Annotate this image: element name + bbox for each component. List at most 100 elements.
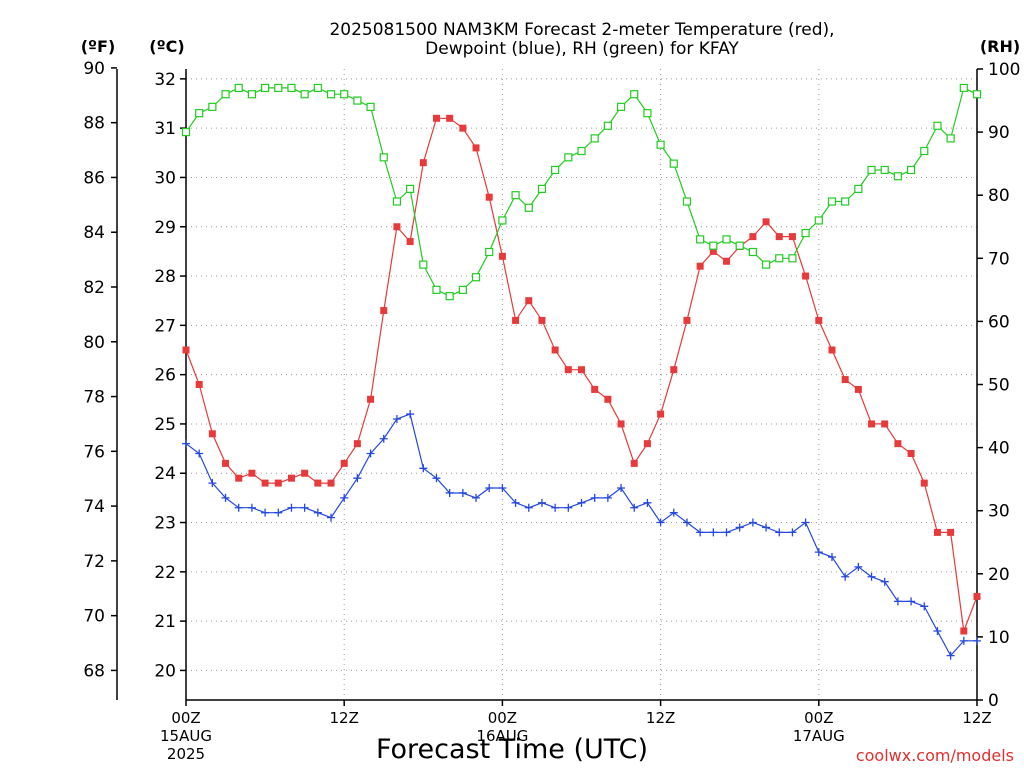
dewpoint-point [920,602,929,611]
rh-point [313,83,322,93]
chart-subtitle: Dewpoint (blue), RH (green) for KFAY [425,39,739,59]
dewpoint-point [392,415,401,424]
x-tick-year: 2025 [167,745,205,763]
rh-point [511,191,520,200]
rh-point [880,165,889,175]
dewpoint-point [524,503,533,512]
rh-point [854,184,863,193]
temperature-point [235,474,243,482]
rh-tick-label: 100 [988,60,1020,80]
temperature-point [749,233,757,241]
dewpoint-point [656,518,665,527]
rh-tick-label: 40 [988,439,1010,459]
rh-point [287,83,296,93]
dewpoint-point [801,518,810,527]
dewpoint-point [261,508,270,517]
temperature-point [854,385,862,393]
dewpoint-point [946,651,955,660]
rh-tick-label: 60 [988,312,1010,332]
dewpoint-point [722,528,731,537]
rh-point [485,247,494,257]
rh-point [366,102,375,111]
temperature-point [446,114,454,122]
rh-point [445,292,454,301]
temperature-point [353,440,361,448]
rh-point [893,172,903,181]
celsius-unit-label: (ºC) [149,37,184,56]
rh-point [274,83,283,93]
fahrenheit-tick-label: 88 [83,114,105,134]
celsius-tick-label: 24 [154,464,176,484]
dewpoint-point [445,488,454,497]
dewpoint-point [775,528,784,537]
dewpoint-point [300,503,309,512]
dewpoint-point [485,484,494,493]
rh-tick-label: 90 [988,123,1010,143]
celsius-tick-label: 30 [154,168,176,188]
rh-point [524,203,533,212]
temperature-point [406,238,414,246]
x-axis-label: Forecast Time (UTC) [376,734,648,765]
rh-point [735,241,744,250]
rh-point [221,90,230,99]
temperature-point [195,381,203,388]
celsius-tick-label: 21 [154,612,176,632]
rh-point [827,197,837,206]
rh-point [577,146,586,156]
rh-point [788,254,797,263]
temperature-point [222,459,230,467]
dewpoint-point [195,449,204,458]
dewpoint-point [867,572,876,581]
rh-point [656,140,665,149]
rh-point [564,153,573,162]
rh-point [841,197,850,206]
temperature-point [630,459,638,467]
dewpoint-point [973,636,981,645]
dewpoint-point [643,498,652,507]
dewpoint-point [682,518,691,527]
dewpoint-point [748,518,757,527]
temperature-point [670,366,678,374]
temperature-point [380,307,388,315]
celsius-tick-label: 28 [154,267,176,287]
temperature-point [301,469,309,477]
dewpoint-point [498,484,507,493]
x-tick-label: 00Z [171,709,200,727]
fahrenheit-tick-label: 84 [83,223,105,243]
dewpoint-point [959,636,968,645]
temperature-point [907,450,915,458]
rh-point [261,83,270,93]
rh-point [340,90,349,99]
temperature-point [947,528,955,536]
dewpoint-point [577,498,586,507]
fahrenheit-tick-label: 72 [83,552,105,572]
dewpoint-point [762,523,771,532]
rh-tick-label: 10 [988,628,1010,648]
dewpoint-point [511,498,520,507]
rh-point [616,102,626,111]
temperature-point [960,627,968,635]
dewpoint-point [630,503,639,512]
temperature-point [841,376,849,384]
dewpoint-point [327,513,336,522]
temperature-point [472,144,480,152]
rh-point [471,273,481,282]
dewpoint-point [287,503,296,512]
rh-point [458,285,467,294]
temperature-point [723,257,731,265]
rh-point [959,83,968,93]
dewpoint-point [827,553,836,562]
celsius-tick-label: 27 [154,316,176,336]
fahrenheit-tick-label: 80 [83,333,105,353]
fahrenheit-tick-label: 78 [83,388,105,408]
rh-point [906,165,916,175]
temperature-point [393,223,401,231]
x-tick-label: 00Z [804,709,833,727]
dewpoint-point [880,577,889,586]
dewpoint-point [841,572,850,581]
rh-point [551,165,560,175]
dewpoint-point [814,548,823,557]
temperature-point [802,272,810,280]
temperature-point [551,346,559,354]
temperature-point [868,420,876,428]
